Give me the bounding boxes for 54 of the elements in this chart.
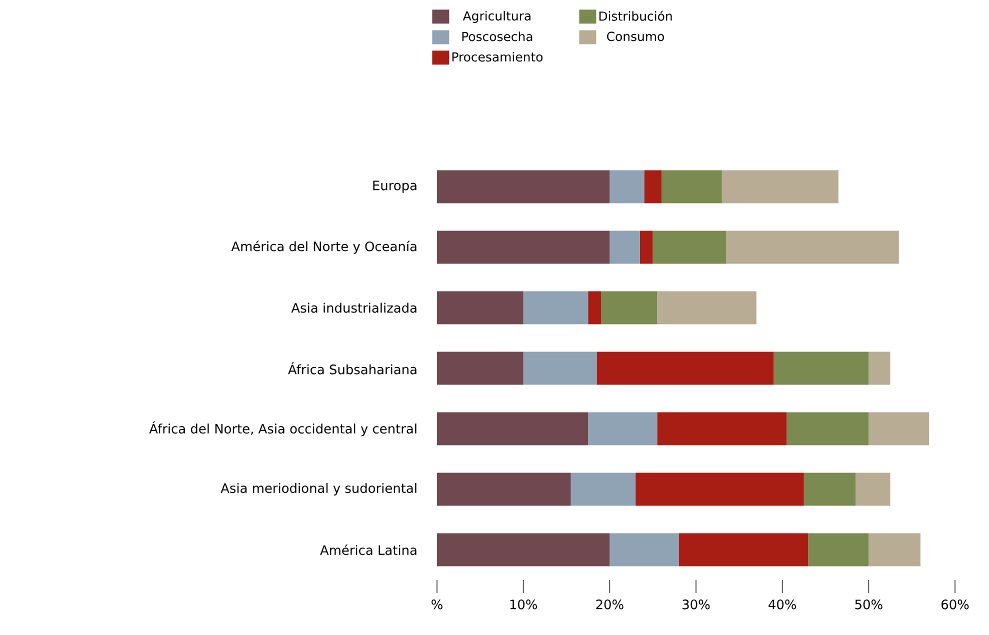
bar [640, 230, 653, 264]
bar [808, 533, 869, 566]
bar [437, 170, 610, 204]
bar [596, 352, 774, 385]
bar [786, 412, 869, 446]
x-tick-label: 10% [510, 600, 538, 610]
bar [601, 291, 658, 324]
y-tick-label: Asia industrializada [291, 302, 416, 313]
bar [437, 230, 610, 264]
bar [657, 412, 787, 446]
bar [678, 533, 808, 566]
bar [588, 291, 602, 324]
bar [657, 291, 756, 324]
bar [437, 291, 524, 324]
bar [437, 533, 610, 566]
bar [868, 533, 920, 566]
bar [636, 472, 804, 506]
x-tick-label: 20% [596, 600, 624, 610]
x-tick-label: 60% [942, 600, 969, 610]
bar [610, 170, 644, 204]
y-tick-label: Europa [373, 180, 416, 193]
bar [804, 472, 856, 506]
bar [644, 170, 662, 204]
bar [570, 472, 636, 506]
y-tick-label: Asia meriodional y sudoriental [220, 482, 416, 496]
bar [652, 230, 726, 264]
bar [868, 352, 890, 385]
legend-label: Distribución [599, 10, 672, 21]
legend-label: Procesamiento [452, 52, 543, 62]
y-tick-label: África Subsahariana [288, 362, 416, 374]
bar [722, 170, 838, 204]
bar [588, 412, 658, 446]
bar [661, 170, 722, 204]
x-tick-label: % [432, 600, 442, 610]
bar [868, 412, 930, 446]
x-tick-label: 30% [682, 600, 710, 610]
x-tick-label: 50% [855, 600, 882, 610]
y-tick-label: América Latina [320, 544, 416, 556]
bar [523, 291, 588, 324]
bar [726, 230, 899, 264]
bar [437, 412, 588, 446]
bar [437, 352, 524, 385]
legend-label: Consumo [607, 32, 664, 42]
bar [437, 472, 571, 506]
y-tick-label: África del Norte, Asia occidental y central [149, 421, 416, 436]
bar [774, 352, 869, 385]
x-tick-label: 40% [768, 600, 796, 610]
legend-label: Poscosecha [462, 32, 532, 42]
bar [856, 472, 890, 506]
bar [610, 533, 679, 566]
legend-label: Agricultura [462, 10, 530, 23]
bar [523, 352, 597, 385]
bar [610, 230, 640, 264]
y-tick-label: América del Norte y Oceanía [231, 240, 416, 254]
